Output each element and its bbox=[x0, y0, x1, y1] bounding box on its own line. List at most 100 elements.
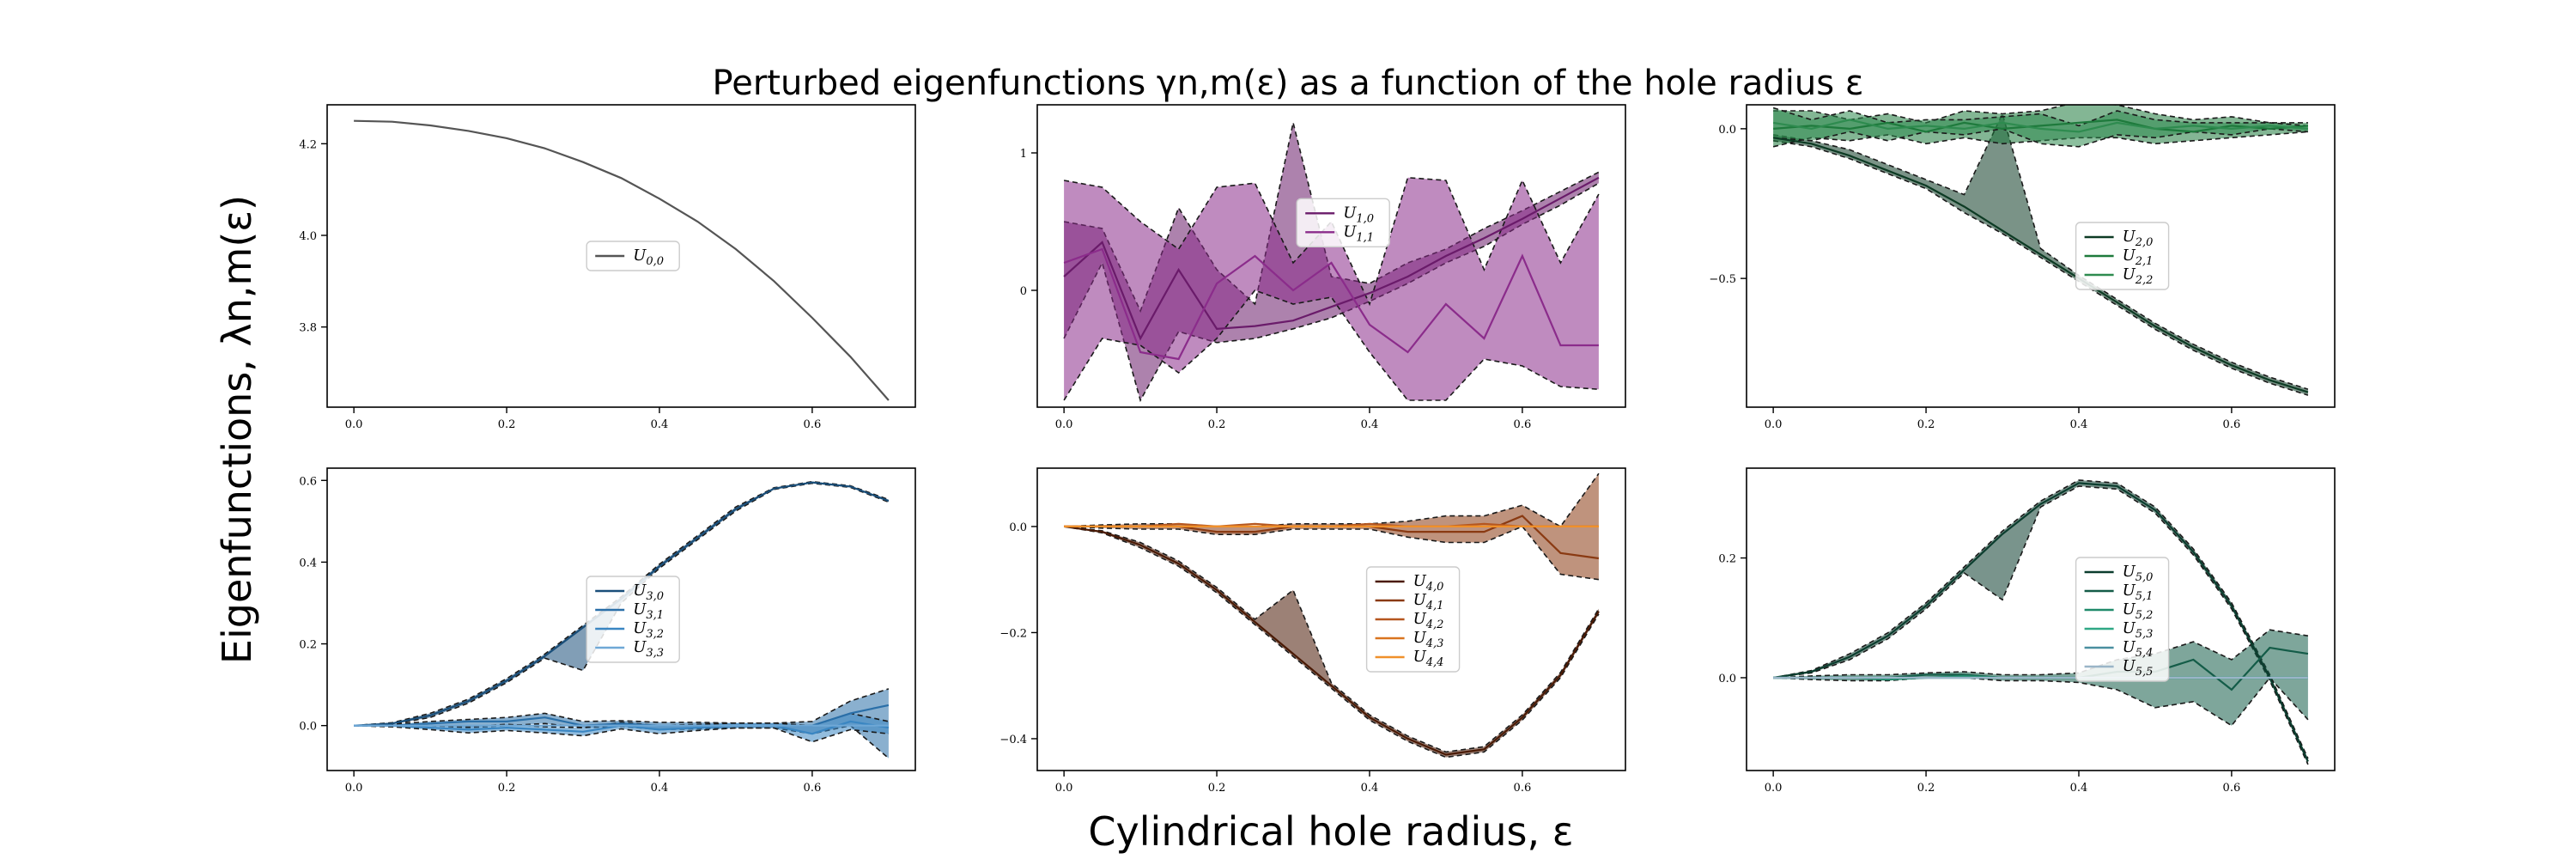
band-lower-edge bbox=[1773, 676, 2309, 727]
legend-label: U2,0 bbox=[2123, 228, 2154, 249]
legend-label: U1,0 bbox=[1343, 204, 1374, 225]
series-line bbox=[354, 119, 890, 401]
x-tick-label: 0.6 bbox=[1514, 782, 1532, 795]
band-upper-edge bbox=[354, 688, 890, 727]
legend-label: U3,1 bbox=[633, 600, 664, 622]
x-tick-label: 0.0 bbox=[345, 418, 363, 431]
legend: U4,0U4,1U4,2U4,3U4,4 bbox=[1365, 566, 1461, 673]
legend-label: U4,0 bbox=[1413, 572, 1444, 594]
x-tick-label: 0.6 bbox=[804, 418, 822, 431]
plot-area bbox=[354, 119, 890, 401]
band-upper-edge bbox=[1064, 526, 1600, 753]
x-tick-label: 0.2 bbox=[498, 782, 516, 795]
legend-label: U5,5 bbox=[2123, 657, 2154, 679]
y-axis-label: Eigenfunctions, λn,m(ε) bbox=[214, 195, 260, 664]
band-upper-edge bbox=[1773, 629, 2309, 679]
x-tick-label: 0.6 bbox=[804, 782, 822, 795]
x-axis-label: Cylindrical hole radius, ε bbox=[1088, 808, 1573, 855]
y-tick-label: −0.2 bbox=[999, 627, 1027, 640]
series-line bbox=[1063, 525, 1600, 756]
subplot-6: 0.0 0.2 0.4 0.6 0.0 0.2 U5,0U5,1U5,2U5,3U5,4U5… bbox=[1718, 467, 2336, 795]
subplot-3: 0.0 0.2 0.4 0.6 −0.5 0.0 U2,0U2,1U2,2 bbox=[1709, 104, 2336, 431]
axes-frame bbox=[1746, 467, 2336, 771]
x-tick-label: 0.2 bbox=[1917, 782, 1935, 795]
legend-label: U5,0 bbox=[2123, 563, 2154, 584]
legend-label: U3,2 bbox=[633, 619, 664, 641]
y-tick-label: 1 bbox=[1020, 148, 1027, 161]
y-tick-label: 0.0 bbox=[1718, 124, 1736, 137]
plot-area bbox=[1772, 479, 2309, 765]
y-tick-label: 4.2 bbox=[299, 138, 317, 151]
y-tick-label: 0.6 bbox=[299, 475, 317, 488]
axes-frame bbox=[326, 104, 916, 408]
legend-label: U2,1 bbox=[2123, 247, 2154, 268]
series-line bbox=[1772, 119, 2308, 133]
subplot-grid: 0.0 0.2 0.4 0.6 3.8 4.0 4.2 U0,0 0.0 0.2 0.4 0.6 0 1 U… bbox=[299, 104, 2336, 795]
subplot-5: 0.0 0.2 0.4 0.6 −0.4 −0.2 0.0 U4,0U4,1U4,2U4,3U… bbox=[999, 467, 1626, 795]
y-tick-label: 0.0 bbox=[299, 721, 317, 734]
x-tick-label: 0.4 bbox=[2070, 418, 2088, 431]
legend-box bbox=[1296, 198, 1390, 247]
y-tick-label: 0.0 bbox=[1718, 673, 1736, 685]
band-lower-edge bbox=[354, 482, 890, 727]
legend-label: U3,3 bbox=[633, 638, 664, 660]
x-tick-label: 0.6 bbox=[1514, 418, 1532, 431]
plot-area bbox=[354, 480, 890, 759]
x-tick-label: 0.2 bbox=[1917, 418, 1935, 431]
x-tick-label: 0.2 bbox=[1208, 418, 1226, 431]
legend-label: U5,4 bbox=[2123, 638, 2154, 660]
band-lower-edge bbox=[1773, 485, 2309, 765]
x-tick-label: 0.0 bbox=[1765, 418, 1783, 431]
series-line bbox=[1063, 247, 1599, 361]
legend-box bbox=[1365, 566, 1461, 673]
y-tick-label: 0.4 bbox=[299, 557, 317, 570]
subplot-2: 0.0 0.2 0.4 0.6 0 1 U1,0U1,1 bbox=[1020, 104, 1626, 431]
legend-label: U5,3 bbox=[2123, 619, 2154, 641]
y-tick-label: 0.2 bbox=[299, 639, 317, 652]
band-lower-edge bbox=[1064, 525, 1600, 581]
legend-label: U1,1 bbox=[1343, 222, 1374, 244]
y-tick-label: 4.0 bbox=[299, 230, 317, 243]
axes-frame bbox=[1036, 104, 1626, 408]
y-tick-label: −0.4 bbox=[999, 734, 1027, 746]
x-tick-label: 0.4 bbox=[1361, 782, 1379, 795]
subplot-4: 0.0 0.2 0.4 0.6 0.0 0.2 0.4 0.6 U3,0U3,1U3,2U3,3 bbox=[299, 467, 916, 795]
plot-area bbox=[1772, 105, 2309, 396]
band-upper-edge bbox=[1772, 112, 2309, 390]
legend-box bbox=[586, 576, 680, 663]
x-tick-label: 0.6 bbox=[2223, 782, 2241, 795]
y-tick-label: 0.0 bbox=[1009, 521, 1027, 534]
axes-frame bbox=[1036, 467, 1626, 771]
y-tick-label: 0.2 bbox=[1718, 553, 1736, 566]
legend-box bbox=[2075, 222, 2170, 290]
legend-box bbox=[2075, 557, 2170, 682]
legend: U3,0U3,1U3,2U3,3 bbox=[586, 576, 680, 663]
axes-frame bbox=[1746, 104, 2336, 408]
band-lower-edge bbox=[1773, 128, 2308, 148]
band-lower-edge bbox=[354, 724, 889, 743]
subplot-1: 0.0 0.2 0.4 0.6 3.8 4.0 4.2 U0,0 bbox=[299, 104, 916, 431]
legend: U1,0U1,1 bbox=[1296, 198, 1390, 247]
x-tick-label: 0.0 bbox=[1055, 418, 1073, 431]
band-upper-edge bbox=[1772, 479, 2309, 759]
x-tick-label: 0.0 bbox=[1055, 782, 1073, 795]
uncertainty-band bbox=[1064, 177, 1599, 401]
legend-label: U4,2 bbox=[1413, 610, 1444, 631]
x-tick-label: 0.6 bbox=[2223, 418, 2241, 431]
y-tick-label: −0.5 bbox=[1709, 273, 1736, 286]
series-line bbox=[1063, 176, 1600, 341]
axes-frame bbox=[326, 467, 916, 771]
x-tick-label: 0.4 bbox=[651, 782, 669, 795]
figure-title: Perturbed eigenfunctions γn,m(ε) as a fu… bbox=[713, 64, 1864, 103]
band-lower-edge bbox=[1063, 526, 1600, 758]
x-tick-label: 0.2 bbox=[1208, 782, 1226, 795]
band-upper-edge bbox=[1772, 107, 2308, 127]
legend: U0,0 bbox=[586, 241, 680, 271]
x-tick-label: 0.4 bbox=[2070, 782, 2088, 795]
legend-label: U0,0 bbox=[633, 247, 664, 268]
uncertainty-band bbox=[354, 713, 889, 742]
x-tick-label: 0.4 bbox=[1361, 418, 1379, 431]
legend-label: U4,4 bbox=[1413, 648, 1444, 669]
legend-label: U5,2 bbox=[2123, 600, 2154, 622]
